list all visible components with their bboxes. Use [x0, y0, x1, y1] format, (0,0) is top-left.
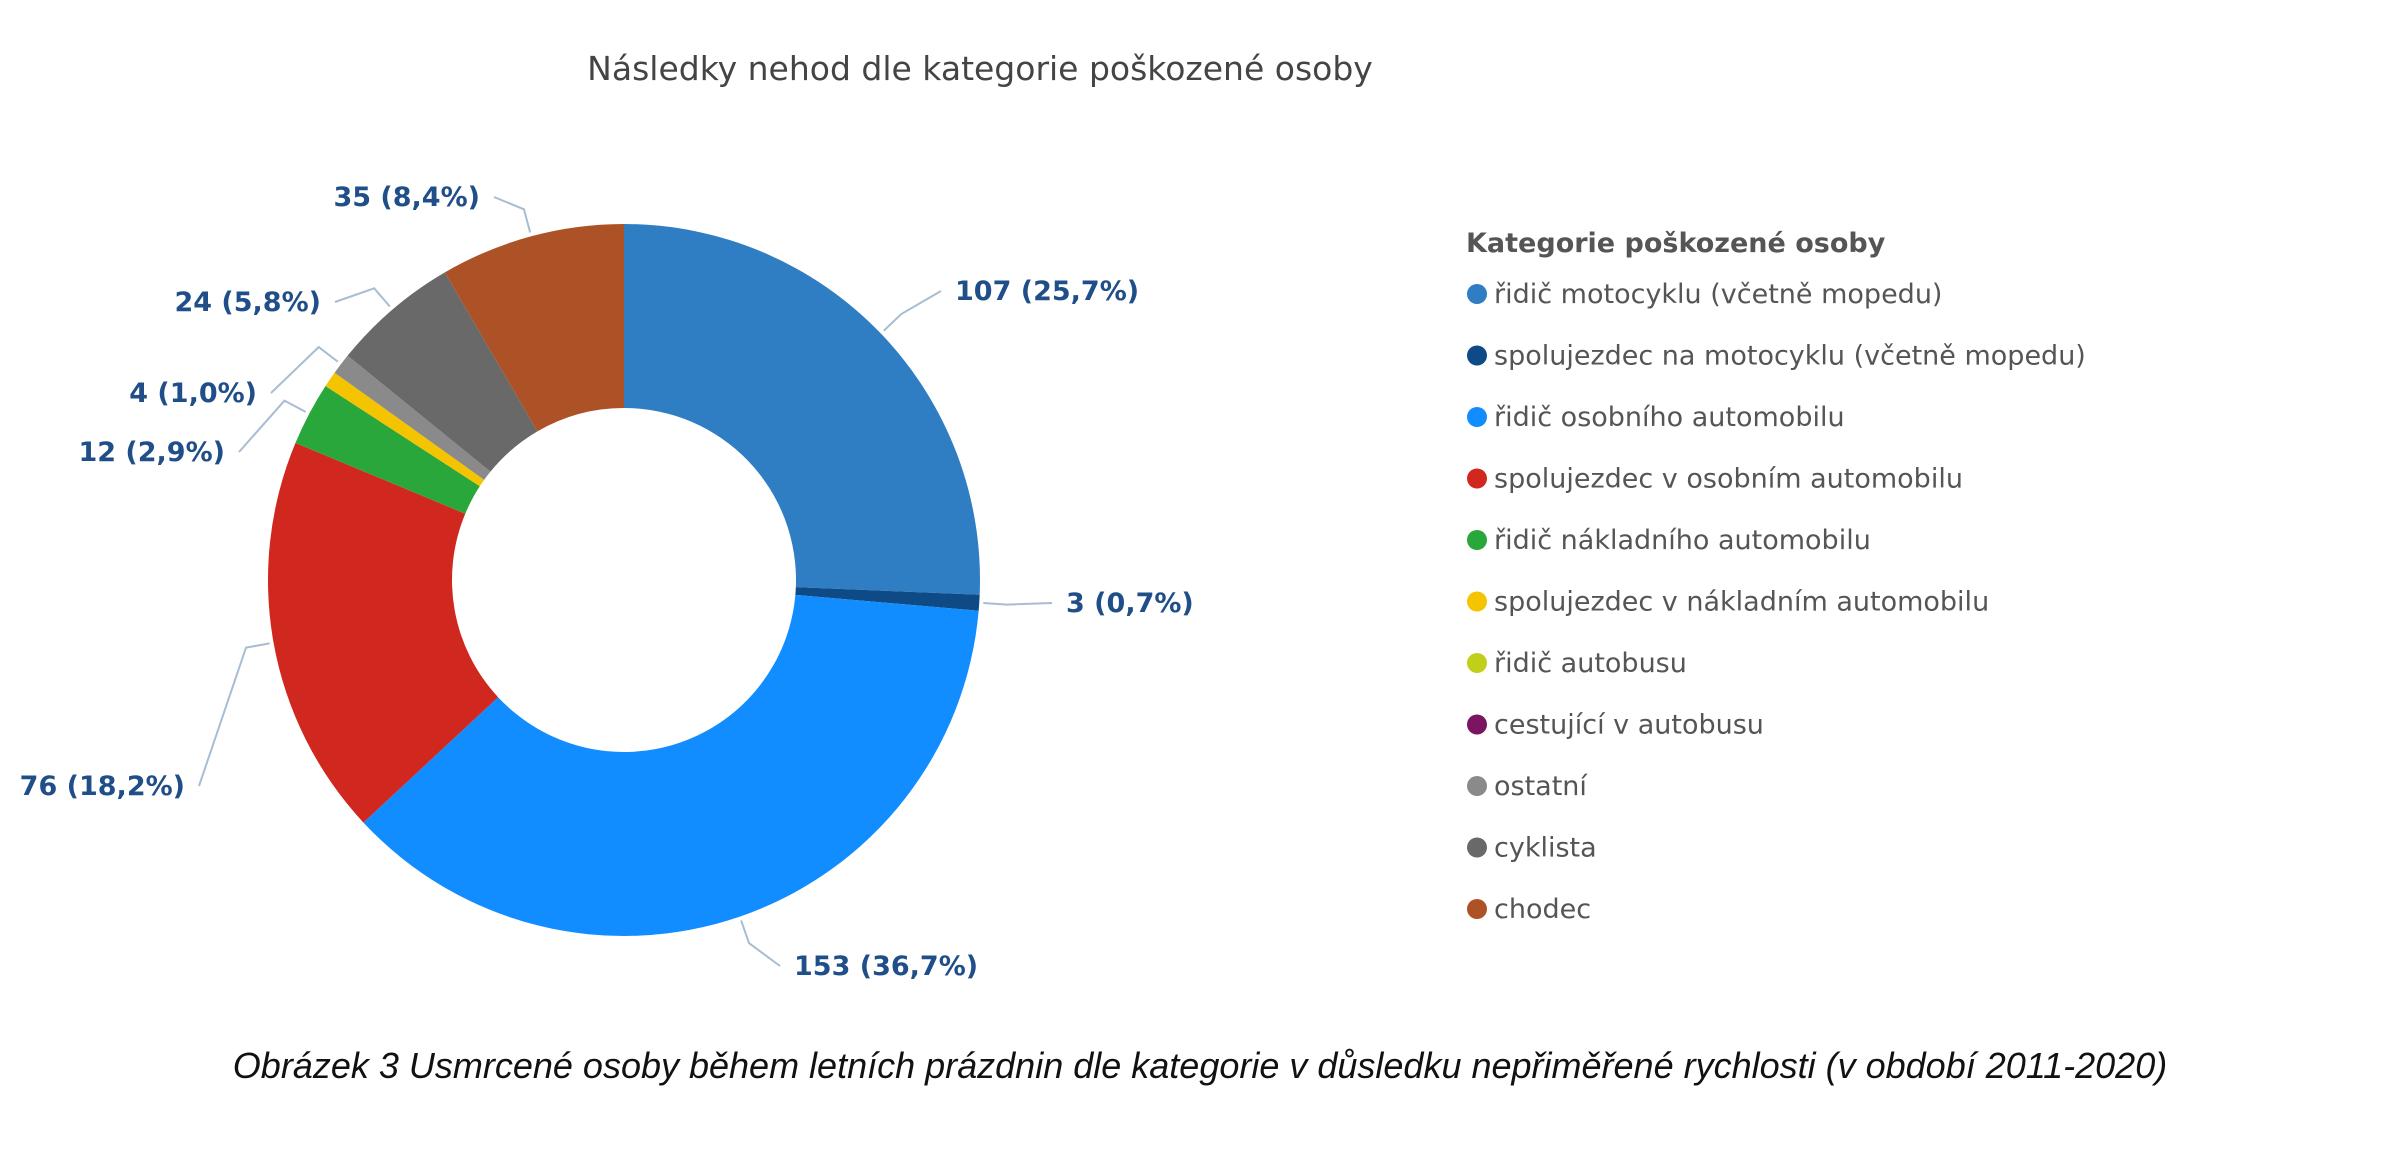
- leader-line-chodec: [493, 196, 532, 233]
- leader-line-ridic-motocyklu-vcetne-mopedu: [883, 290, 942, 332]
- legend-marker: [1467, 899, 1487, 919]
- slice-ridic-motocyklu-vcetne-mopedu[interactable]: [624, 224, 981, 595]
- legend: řidič motocyklu (včetně mopedu) spolujezd…: [1467, 279, 2086, 925]
- leader-lines: [198, 196, 1053, 967]
- legend-marker: [1467, 407, 1487, 427]
- data-label-spolujezdec-v-osobnim-automobilu: 76 (18,2%): [20, 771, 185, 802]
- legend-label: řidič osobního automobilu: [1494, 402, 1845, 433]
- slice-ridic-osobniho-automobilu[interactable]: [363, 594, 979, 936]
- legend-label: řidič nákladního automobilu: [1494, 525, 1871, 556]
- legend-item-spolujezdec-v-nakladnim-automobilu[interactable]: spolujezdec v nákladním automobilu: [1467, 587, 1989, 618]
- slice-ostatni[interactable]: [334, 355, 491, 480]
- data-label-ridic-nakladniho-automobilu: 12 (2,9%): [78, 437, 225, 468]
- legend-marker: [1467, 714, 1487, 735]
- data-labels: 107 (25,7%) 3 (0,7%) 153 (36,7%) 76 (18,2%)…: [20, 182, 1194, 982]
- legend-label: spolujezdec v nákladním automobilu: [1494, 587, 1989, 618]
- slice-spolujezdec-v-nakladnim-automobilu[interactable]: [325, 372, 485, 487]
- slices: [267, 224, 981, 936]
- slice-cyklista[interactable]: [347, 272, 538, 472]
- leader-line-ostatni: [270, 345, 339, 394]
- legend-label: řidič autobusu: [1494, 648, 1687, 679]
- leader-line-spolujezdec-na-motocyklu-vcetne-mopedu: [983, 602, 1053, 606]
- legend-label: spolujezdec v osobním automobilu: [1494, 464, 1963, 495]
- slice-ridic-nakladniho-automobilu[interactable]: [295, 385, 480, 514]
- legend-item-ridic-motocyklu-vcetne-mopedu[interactable]: řidič motocyklu (včetně mopedu): [1467, 279, 1942, 310]
- figure-caption: Obrázek 3 Usmrcené osoby během letních p…: [232, 1045, 2168, 1086]
- legend-item-cyklista[interactable]: cyklista: [1467, 833, 1597, 864]
- data-label-cyklista: 24 (5,8%): [174, 287, 321, 318]
- leader-line-spolujezdec-v-osobnim-automobilu: [198, 642, 270, 787]
- legend-marker: [1467, 653, 1487, 673]
- leader-line-ridic-osobniho-automobilu: [740, 920, 781, 967]
- legend-marker: [1467, 284, 1487, 304]
- slice-spolujezdec-na-motocyklu-vcetne-mopedu[interactable]: [795, 587, 980, 611]
- data-label-ridic-motocyklu-vcetne-mopedu: 107 (25,7%): [955, 276, 1139, 307]
- legend-label: cestující v autobusu: [1494, 710, 1764, 741]
- legend-marker: [1467, 776, 1487, 796]
- slice-chodec[interactable]: [444, 224, 624, 432]
- legend-item-ostatni[interactable]: ostatní: [1467, 771, 1588, 802]
- legend-item-ridic-autobusu[interactable]: řidič autobusu: [1467, 648, 1687, 679]
- legend-marker: [1467, 345, 1487, 366]
- legend-item-cestujici-v-autobusu[interactable]: cestující v autobusu: [1467, 710, 1764, 741]
- chart-title: Následky nehod dle kategorie poškozené o…: [587, 49, 1373, 88]
- leader-line-ridic-nakladniho-automobilu: [238, 399, 307, 453]
- data-label-spolujezdec-na-motocyklu-vcetne-mopedu: 3 (0,7%): [1066, 588, 1194, 619]
- leader-line-cyklista: [334, 287, 391, 308]
- legend-label: řidič motocyklu (včetně mopedu): [1494, 279, 1942, 310]
- legend-label: chodec: [1494, 894, 1591, 925]
- legend-marker: [1467, 591, 1487, 612]
- slice-spolujezdec-v-osobnim-automobilu[interactable]: [267, 442, 499, 823]
- legend-marker: [1467, 837, 1487, 858]
- data-label-chodec: 35 (8,4%): [333, 182, 480, 213]
- legend-item-spolujezdec-v-osobnim-automobilu[interactable]: spolujezdec v osobním automobilu: [1467, 464, 1963, 495]
- legend-label: spolujezdec na motocyklu (včetně mopedu): [1494, 341, 2086, 372]
- data-label-ridic-osobniho-automobilu: 153 (36,7%): [794, 951, 978, 982]
- legend-marker: [1467, 468, 1487, 489]
- data-label-ostatni: 4 (1,0%): [129, 378, 257, 409]
- legend-item-ridic-osobniho-automobilu[interactable]: řidič osobního automobilu: [1467, 402, 1845, 433]
- legend-item-ridic-nakladniho-automobilu[interactable]: řidič nákladního automobilu: [1467, 525, 1871, 556]
- legend-title: Kategorie poškozené osoby: [1466, 228, 1886, 259]
- legend-label: cyklista: [1494, 833, 1597, 864]
- legend-marker: [1467, 530, 1487, 550]
- legend-label: ostatní: [1494, 771, 1588, 802]
- legend-item-chodec[interactable]: chodec: [1467, 894, 1591, 925]
- legend-item-spolujezdec-na-motocyklu-vcetne-mopedu[interactable]: spolujezdec na motocyklu (včetně mopedu): [1467, 341, 2086, 372]
